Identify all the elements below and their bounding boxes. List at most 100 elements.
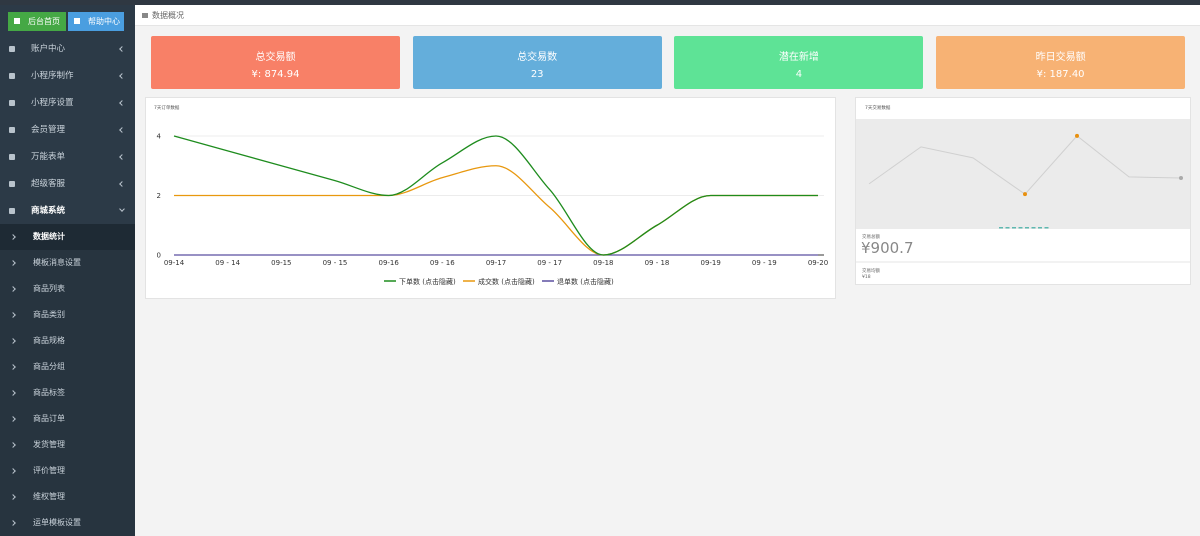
dot-indicator [1025,227,1029,229]
top-button[interactable]: 帮助中心 [68,12,124,31]
submenu-label: 商品类别 [33,310,65,319]
x-tick-label: 09-20 [808,259,828,267]
card-value: 23 [530,69,544,80]
submenu-label: 模板消息设置 [33,258,81,267]
point [1023,192,1027,197]
x-tick-label: 09-14 [164,259,185,267]
y-tick-label: 0 [157,252,161,260]
submenu-label: 商品分组 [33,362,65,371]
card-title: 潜在新增 [778,52,819,63]
menu-label: 万能表单 [31,152,66,162]
submenu-label: 商品列表 [33,284,65,293]
series-line [174,165,818,256]
x-tick-label: 09 - 14 [215,259,240,267]
menu-label: 小程序制作 [31,71,74,81]
submenu-item[interactable]: 维权管理 [0,484,135,510]
x-tick-label: 09 - 15 [323,259,348,267]
legend-label: 成交数 (点击隐藏) [478,277,535,286]
top-bar [0,0,1200,5]
summary-label: 交易总额 [862,233,880,240]
dot-indicator [1012,227,1016,229]
submenu-item[interactable]: 商品类别 [0,302,135,328]
sidebar: 后台首页 帮助中心账户中心小程序制作小程序设置会员管理万能表单超级客服商城系统数据… [0,5,135,536]
stat-card: 潜在新增 4 [674,36,924,89]
submenu-label: 运单模板设置 [33,518,81,527]
submenu-label: 数据统计 [33,232,65,241]
x-tick-label: 09 - 19 [752,259,777,267]
series-line [173,135,818,256]
x-tick-label: 09 - 16 [430,259,455,267]
submenu-item[interactable]: 运单模板设置 [0,510,135,536]
x-tick-label: 09-16 [378,259,399,267]
dot-indicator [1018,227,1023,229]
stat-card: 总交易数 23 [412,36,662,89]
card-value: ¥: 874.94 [251,69,300,80]
summary-value: ¥900.7 [861,239,914,257]
submenu-item[interactable]: 商品标签 [0,380,135,406]
point [1075,133,1079,138]
summary-label: 交易均额 [862,267,880,274]
x-tick-label: 09-17 [486,259,506,267]
breadcrumb: 数据概况 [135,5,1200,26]
submenu-item[interactable]: 数据统计 [0,224,135,250]
stat-card: 总交易额 ¥: 874.94 [151,36,400,89]
card-title: 总交易数 [517,52,558,63]
top-button[interactable]: 后台首页 [8,12,66,31]
submenu-item[interactable]: 商品分组 [0,354,135,380]
menu-item[interactable]: 万能表单 [0,144,135,170]
x-tick-label: 09 - 18 [645,259,670,267]
submenu-label: 发货管理 [33,440,65,449]
point [1179,176,1183,181]
menu-label: 商城系统 [31,206,66,216]
card-title: 昨日交易额 [1035,52,1086,63]
stat-card: 昨日交易额 ¥: 187.40 [936,36,1186,89]
x-tick-label: 09-15 [271,259,291,267]
submenu-label: 商品规格 [33,336,65,345]
submenu-label: 商品标签 [33,388,65,397]
summary-value: ¥18 [862,274,871,280]
submenu-item[interactable]: 评价管理 [0,458,135,484]
chart-title: 7天交易数据 [865,104,891,111]
card-value: ¥: 187.40 [1036,69,1085,80]
submenu-item[interactable]: 商品规格 [0,328,135,354]
plot-background [856,119,1190,229]
dot-indicator [1044,227,1049,229]
dot-indicator [1031,227,1036,229]
menu-item[interactable]: 账户中心 [0,36,135,62]
menu-item[interactable]: 超级客服 [0,171,135,197]
dot-indicator [999,227,1003,229]
menu-label: 账户中心 [31,44,66,54]
menu-label: 会员管理 [31,125,66,135]
menu-label: 超级客服 [31,179,66,189]
trade-chart-panel: 7天交易数据 交易总额 ¥900.7 交易均额 ¥18 [855,97,1191,285]
submenu-item[interactable]: 商品列表 [0,276,135,302]
submenu-label: 评价管理 [33,466,65,475]
menu-item[interactable]: 小程序设置 [0,90,135,116]
submenu-label: 维权管理 [33,492,65,501]
legend-label: 退单数 (点击隐藏) [557,277,614,286]
y-tick-label: 4 [157,133,162,141]
card-title: 总交易额 [255,52,296,63]
menu-item[interactable]: 小程序制作 [0,63,135,89]
menu-label: 小程序设置 [31,98,74,108]
menu-item[interactable]: 商城系统 [0,198,135,224]
breadcrumb-text: 数据概况 [152,11,184,20]
dot-indicator [1005,227,1010,229]
chart-title: 7天订单数据 [154,104,180,111]
dot-indicator [1038,227,1042,229]
x-tick-label: 09-18 [593,259,613,267]
y-tick-label: 2 [157,192,161,200]
menu-item[interactable]: 会员管理 [0,117,135,143]
card-value: 4 [795,69,803,80]
submenu-item[interactable]: 模板消息设置 [0,250,135,276]
order-chart: 7天订单数据 0 2 4 09-14 09 - 14 09-15 09 - 15 09-16 09… [154,104,828,286]
submenu-item[interactable]: 商品订单 [0,406,135,432]
order-chart-panel: 7天订单数据 0 2 4 09-14 09 - 14 09-15 09 - 15 09-16 09… [145,97,836,299]
submenu-item[interactable]: 发货管理 [0,432,135,458]
legend-label: 下单数 (点击隐藏) [399,277,456,286]
x-tick-label: 09-19 [700,259,720,267]
x-tick-label: 09 - 17 [537,259,562,267]
submenu-label: 商品订单 [33,414,65,423]
